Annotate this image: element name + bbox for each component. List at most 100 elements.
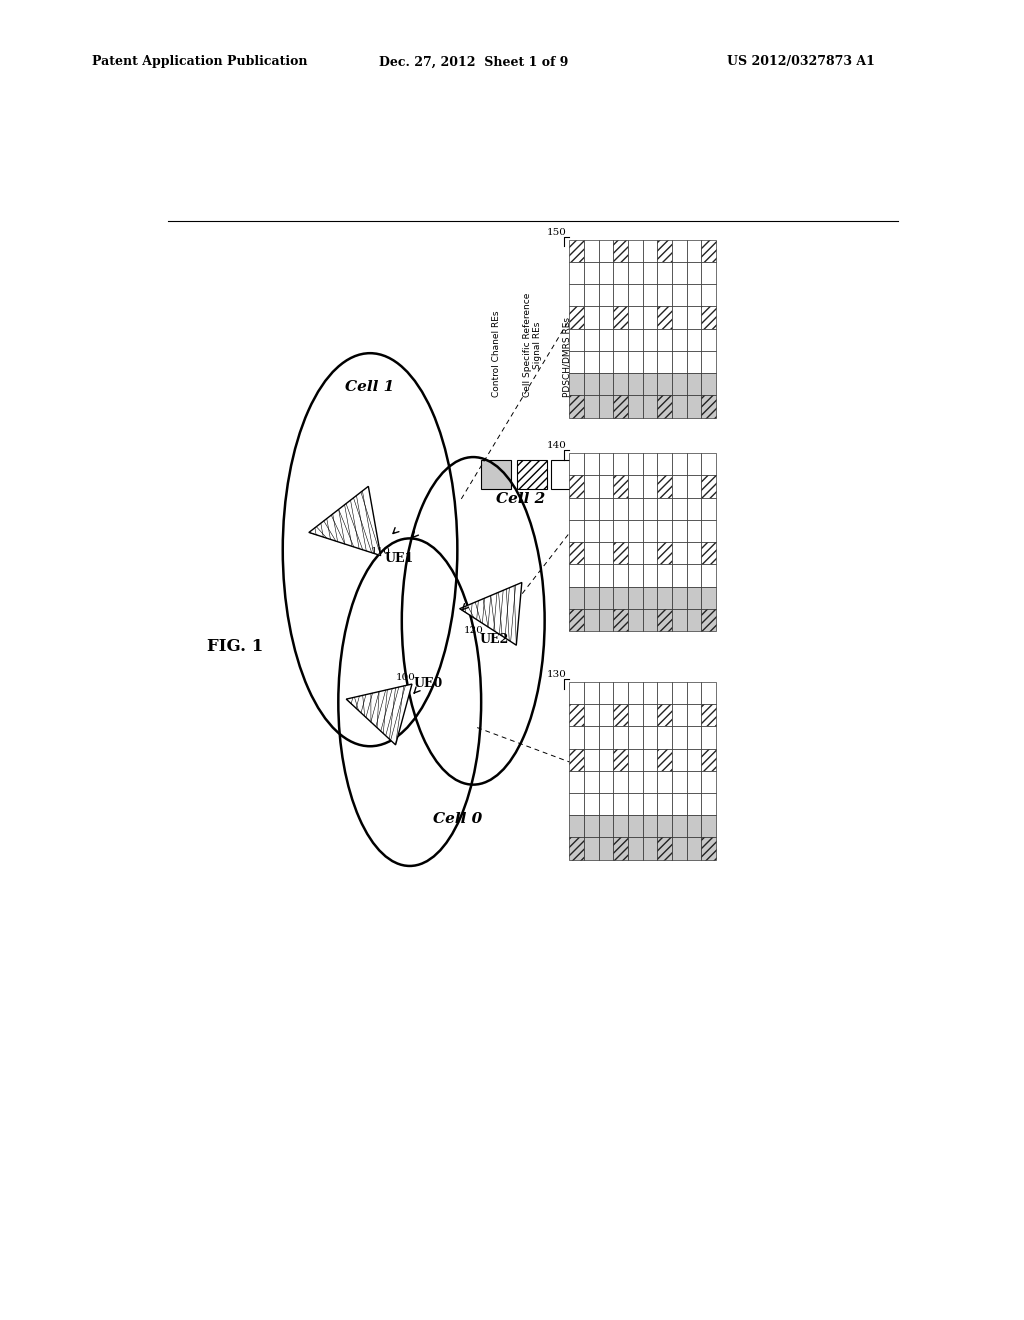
Bar bbox=[628, 396, 643, 417]
Text: Patent Application Publication: Patent Application Publication bbox=[92, 55, 307, 69]
Bar bbox=[628, 453, 643, 475]
Bar bbox=[643, 771, 657, 793]
Bar bbox=[701, 475, 716, 498]
Bar bbox=[672, 240, 687, 261]
Bar bbox=[657, 793, 672, 816]
Bar bbox=[672, 261, 687, 284]
Bar bbox=[613, 609, 628, 631]
Bar bbox=[599, 240, 613, 261]
Bar bbox=[599, 284, 613, 306]
Bar bbox=[687, 586, 701, 609]
Bar bbox=[569, 453, 584, 475]
Bar bbox=[687, 609, 701, 631]
Bar bbox=[569, 543, 584, 565]
Bar bbox=[657, 396, 672, 417]
Bar bbox=[599, 498, 613, 520]
Bar bbox=[643, 498, 657, 520]
Bar bbox=[672, 520, 687, 543]
Bar bbox=[701, 748, 716, 771]
Bar bbox=[672, 704, 687, 726]
Bar bbox=[657, 453, 672, 475]
Bar bbox=[628, 565, 643, 586]
Bar bbox=[672, 565, 687, 586]
Bar bbox=[687, 306, 701, 329]
Bar bbox=[569, 475, 584, 498]
Bar bbox=[657, 816, 672, 837]
Bar bbox=[672, 306, 687, 329]
Bar bbox=[672, 748, 687, 771]
Bar bbox=[599, 793, 613, 816]
Bar bbox=[657, 565, 672, 586]
Polygon shape bbox=[309, 486, 381, 556]
Text: Cell 1: Cell 1 bbox=[345, 380, 394, 395]
Bar bbox=[599, 748, 613, 771]
Bar bbox=[643, 475, 657, 498]
Bar bbox=[613, 586, 628, 609]
Bar bbox=[643, 240, 657, 261]
Bar bbox=[613, 793, 628, 816]
Bar bbox=[687, 453, 701, 475]
Bar bbox=[584, 240, 599, 261]
Bar bbox=[599, 771, 613, 793]
Bar bbox=[672, 816, 687, 837]
Bar bbox=[643, 748, 657, 771]
Bar bbox=[628, 543, 643, 565]
Bar bbox=[687, 374, 701, 396]
Bar bbox=[569, 520, 584, 543]
Bar bbox=[657, 351, 672, 374]
Bar bbox=[657, 520, 672, 543]
Bar bbox=[701, 396, 716, 417]
Bar bbox=[613, 837, 628, 859]
Bar bbox=[687, 748, 701, 771]
Bar bbox=[584, 284, 599, 306]
Bar bbox=[551, 461, 582, 488]
Bar bbox=[643, 704, 657, 726]
Bar bbox=[687, 351, 701, 374]
Bar bbox=[657, 726, 672, 748]
Bar bbox=[701, 565, 716, 586]
Bar bbox=[657, 586, 672, 609]
Text: 130: 130 bbox=[547, 669, 567, 678]
Bar bbox=[569, 816, 584, 837]
Bar bbox=[628, 609, 643, 631]
Bar bbox=[701, 261, 716, 284]
Bar bbox=[613, 261, 628, 284]
Text: US 2012/0327873 A1: US 2012/0327873 A1 bbox=[727, 55, 874, 69]
Bar bbox=[584, 816, 599, 837]
Bar bbox=[628, 726, 643, 748]
Bar bbox=[643, 520, 657, 543]
Bar bbox=[628, 261, 643, 284]
Bar bbox=[584, 396, 599, 417]
Bar bbox=[657, 329, 672, 351]
Bar bbox=[613, 351, 628, 374]
Bar bbox=[628, 682, 643, 704]
Bar bbox=[672, 682, 687, 704]
Bar bbox=[613, 543, 628, 565]
Polygon shape bbox=[346, 684, 412, 744]
Bar bbox=[687, 520, 701, 543]
Bar bbox=[687, 329, 701, 351]
Bar bbox=[657, 837, 672, 859]
Bar bbox=[584, 306, 599, 329]
Text: 100: 100 bbox=[396, 673, 416, 681]
Text: UE0: UE0 bbox=[414, 677, 442, 690]
Bar bbox=[657, 748, 672, 771]
Bar bbox=[643, 816, 657, 837]
Bar bbox=[701, 374, 716, 396]
Bar bbox=[701, 329, 716, 351]
Bar bbox=[613, 565, 628, 586]
Text: Cell Specific Reference
Signal REs: Cell Specific Reference Signal REs bbox=[523, 293, 543, 397]
Bar bbox=[701, 726, 716, 748]
Bar bbox=[701, 771, 716, 793]
Bar bbox=[643, 682, 657, 704]
Bar bbox=[584, 837, 599, 859]
Bar bbox=[599, 261, 613, 284]
Text: Cell 2: Cell 2 bbox=[497, 492, 546, 506]
Bar bbox=[569, 261, 584, 284]
Bar bbox=[657, 475, 672, 498]
Bar bbox=[584, 704, 599, 726]
Bar bbox=[628, 837, 643, 859]
Bar bbox=[672, 453, 687, 475]
Bar bbox=[672, 543, 687, 565]
Bar bbox=[584, 498, 599, 520]
